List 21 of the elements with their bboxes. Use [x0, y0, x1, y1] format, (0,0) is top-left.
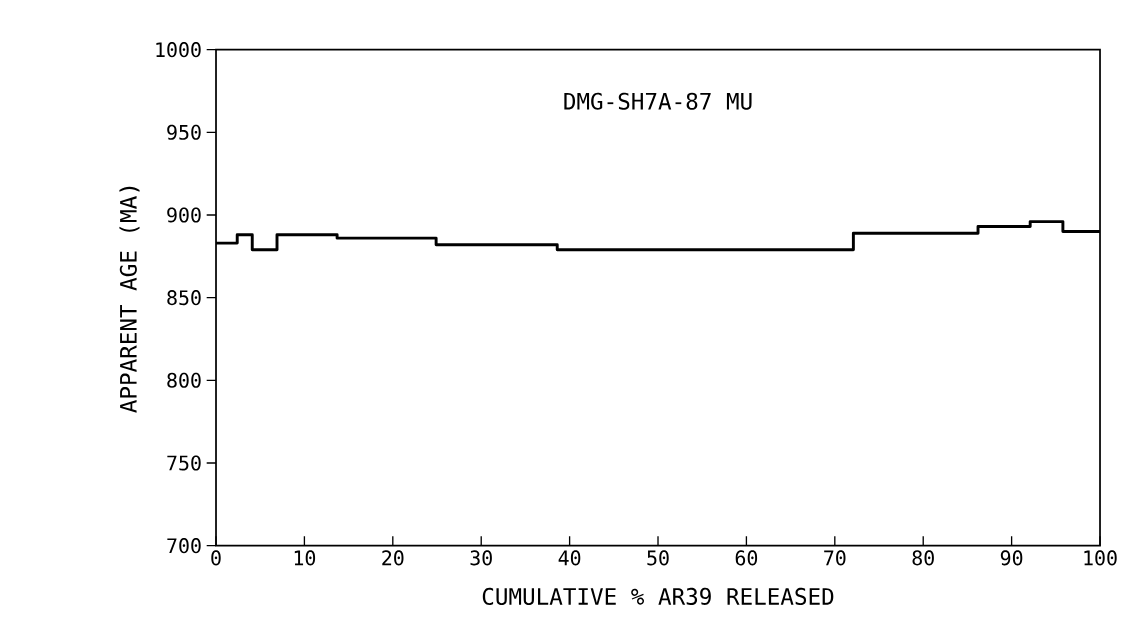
text: DMG-SH7A-87 MU: [564, 92, 752, 110]
x-tick-label: 40: [558, 550, 581, 566]
x-tick-label: 80: [912, 550, 934, 566]
x-tick-label: 30: [470, 550, 492, 566]
x-tick-label: 70: [824, 550, 846, 566]
y-tick-label: 750: [167, 455, 201, 471]
y-tick-label: 1000: [156, 42, 201, 58]
x-axis-title: CUMULATIVE % AR39 RELEASED: [482, 587, 834, 605]
x-tick-label: 100: [1084, 550, 1117, 566]
x-tick-label: 90: [1000, 550, 1023, 566]
x-tick-label: 60: [735, 550, 758, 566]
x-tick-label: 10: [294, 550, 316, 566]
y-tick-label: 950: [167, 124, 201, 140]
x-tick-label: 50: [647, 550, 669, 566]
y-tick-label: 850: [167, 290, 201, 306]
y-tick-label: 700: [167, 538, 201, 554]
x-tick-label: 20: [382, 550, 404, 566]
x-tick-label: 0: [211, 550, 221, 566]
y-axis-title: APPARENT AGE (MA): [119, 186, 140, 413]
y-tick-label: 900: [167, 207, 201, 223]
y-tick-label: 800: [167, 372, 201, 388]
